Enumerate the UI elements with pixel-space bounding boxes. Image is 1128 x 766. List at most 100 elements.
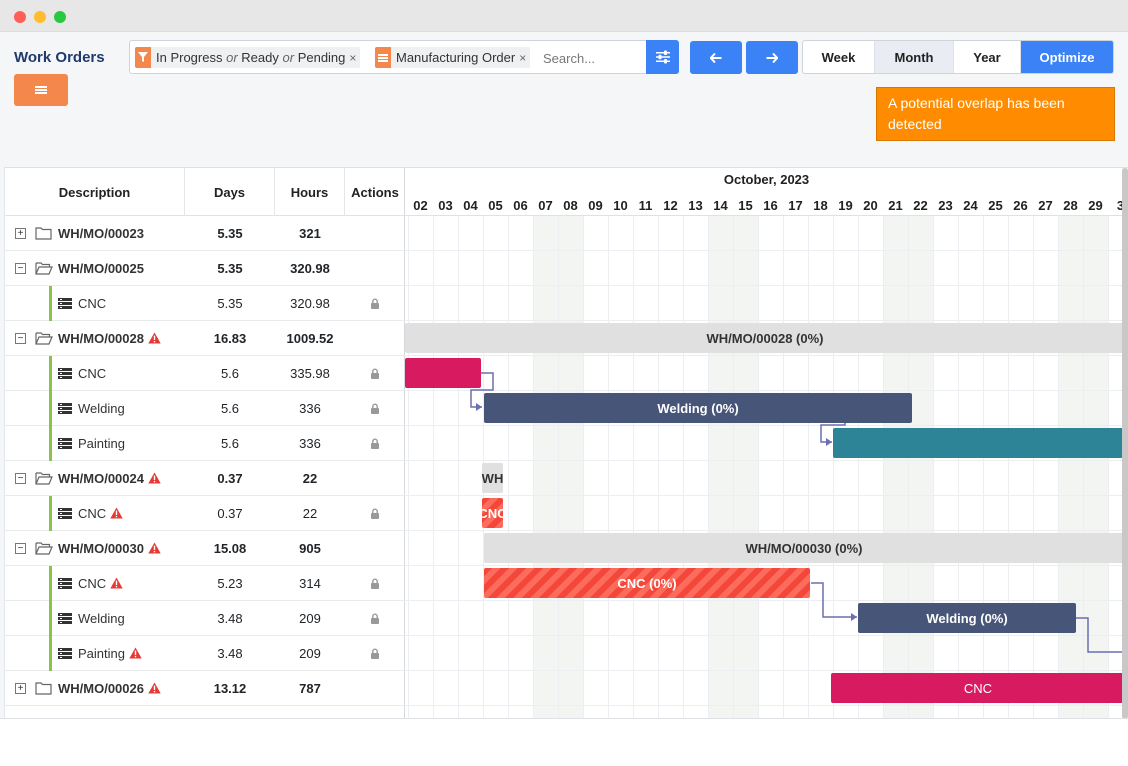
work-center-row[interactable]: Painting 5.6 336: [5, 425, 405, 461]
row-line: [405, 390, 1128, 391]
day-column: [758, 216, 783, 718]
status-filter-facet[interactable]: In Progress or Ready or Pending ×: [135, 47, 361, 68]
gantt-view: Description Days Hours Actions + WH/MO/00…: [4, 167, 1128, 718]
work-center-row[interactable]: CNC 0.37 22: [5, 495, 405, 531]
close-window-button[interactable]: [14, 11, 26, 23]
row-line: [405, 635, 1128, 636]
remove-facet-icon[interactable]: ×: [349, 50, 357, 65]
workcenter-icon: [58, 507, 72, 522]
manufacturing-order-row[interactable]: − WH/MO/00030 15.08 905: [5, 531, 405, 566]
optimize-button[interactable]: Optimize: [1021, 41, 1113, 73]
days-cell: 5.35: [217, 225, 243, 241]
description-cell: CNC: [5, 495, 185, 531]
day-column: [783, 216, 808, 718]
description-column-header[interactable]: Description: [5, 168, 185, 216]
work-center-row[interactable]: CNC 5.23 314: [5, 565, 405, 601]
next-button[interactable]: [746, 41, 798, 74]
scrollbar-thumb[interactable]: [1122, 168, 1128, 718]
gantt-bar[interactable]: CNC: [831, 673, 1125, 703]
days-cell: 5.35: [217, 260, 243, 276]
lock-icon[interactable]: [370, 648, 380, 659]
lock-icon[interactable]: [370, 403, 380, 414]
list-view-button[interactable]: [14, 74, 68, 106]
order-name: WH/MO/00026: [58, 680, 144, 696]
group-by-label: Manufacturing Order: [396, 50, 516, 65]
day-header: 06: [513, 197, 528, 213]
work-center-row[interactable]: CNC 5.35 320.98: [5, 285, 405, 321]
group-by-facet[interactable]: Manufacturing Order ×: [375, 47, 531, 68]
link-arrowhead: [851, 613, 857, 621]
search-bar[interactable]: In Progress or Ready or Pending × Manufa…: [129, 40, 679, 74]
manufacturing-order-row[interactable]: + WH/MO/00023 5.35 321: [5, 216, 405, 251]
operation-label: Painting: [78, 436, 125, 451]
lock-icon[interactable]: [370, 578, 380, 589]
hours-cell: 209: [299, 645, 321, 661]
day-header: 04: [463, 197, 478, 213]
row-line: [405, 670, 1128, 671]
manufacturing-order-row[interactable]: − WH/MO/00028 16.83 1009.52: [5, 321, 405, 356]
child-marker: [49, 495, 52, 531]
collapse-icon[interactable]: −: [15, 542, 26, 554]
remove-facet-icon[interactable]: ×: [519, 50, 527, 65]
row-line: [405, 705, 1128, 706]
year-button[interactable]: Year: [954, 41, 1021, 73]
manufacturing-order-row[interactable]: − WH/MO/00025 5.35 320.98: [5, 251, 405, 286]
lock-icon[interactable]: [370, 508, 380, 519]
day-header: 23: [938, 197, 953, 213]
description-cell: Welding: [5, 600, 185, 636]
lock-icon[interactable]: [370, 368, 380, 379]
day-header: 15: [738, 197, 753, 213]
warning-icon: [110, 507, 123, 519]
month-button[interactable]: Month: [875, 41, 954, 73]
expand-icon[interactable]: +: [15, 682, 26, 694]
work-center-row[interactable]: Painting 3.48 209: [5, 635, 405, 671]
previous-button[interactable]: [690, 41, 742, 74]
operation-label: CNC: [78, 506, 123, 521]
lock-icon[interactable]: [370, 613, 380, 624]
day-header: 29: [1088, 197, 1103, 213]
day-header: 14: [713, 197, 728, 213]
warning-icon: [129, 647, 142, 659]
child-marker: [49, 425, 52, 461]
gantt-bar[interactable]: Welding (0%): [484, 393, 912, 423]
folder-open-icon: [35, 541, 53, 558]
work-center-row[interactable]: Welding 5.6 336: [5, 390, 405, 426]
filter-options-button[interactable]: [646, 40, 679, 74]
gantt-bar[interactable]: [405, 358, 481, 388]
gantt-bar[interactable]: CNC (0%): [484, 568, 810, 598]
timeline-scrollbar[interactable]: [1122, 168, 1128, 718]
work-center-row[interactable]: CNC 5.6 335.98: [5, 355, 405, 391]
gantt-bar[interactable]: CNC: [482, 498, 503, 528]
gantt-bar[interactable]: Painting (0%): [833, 428, 1128, 458]
maximize-window-button[interactable]: [54, 11, 66, 23]
lock-icon[interactable]: [370, 298, 380, 309]
workcenter-icon: [58, 612, 72, 627]
hours-column-header[interactable]: Hours: [275, 168, 345, 216]
gantt-bar[interactable]: WH/MO/00028 (0%): [405, 323, 1125, 353]
day-header: 05: [488, 197, 503, 213]
minimize-window-button[interactable]: [34, 11, 46, 23]
week-button[interactable]: Week: [803, 41, 875, 73]
manufacturing-order-row[interactable]: + WH/MO/00026 13.12 787: [5, 671, 405, 706]
status-filter-label: In Progress or Ready or Pending: [156, 50, 346, 65]
lock-icon[interactable]: [370, 438, 380, 449]
day-header: 17: [788, 197, 803, 213]
row-line: [405, 285, 1128, 286]
collapse-icon[interactable]: −: [15, 472, 26, 484]
collapse-icon[interactable]: −: [15, 332, 26, 344]
window-titlebar: [0, 0, 1128, 32]
manufacturing-order-row[interactable]: − WH/MO/00024 0.37 22: [5, 461, 405, 496]
hours-cell: 1009.52: [286, 330, 334, 346]
collapse-icon[interactable]: −: [15, 262, 26, 274]
arrow-left-icon: [710, 52, 722, 63]
row-line: [405, 425, 1128, 426]
work-center-row[interactable]: Welding 3.48 209: [5, 600, 405, 636]
expand-icon[interactable]: +: [15, 227, 26, 239]
order-name: WH/MO/00028: [58, 330, 144, 346]
gantt-bar[interactable]: WH/MO/00030 (0%): [484, 533, 1124, 563]
search-input[interactable]: [543, 49, 643, 67]
gantt-bar[interactable]: WH: [482, 463, 503, 493]
days-column-header[interactable]: Days: [185, 168, 275, 216]
gantt-bar[interactable]: Welding (0%): [858, 603, 1076, 633]
range-selector: Week Month Year Optimize: [802, 40, 1114, 74]
